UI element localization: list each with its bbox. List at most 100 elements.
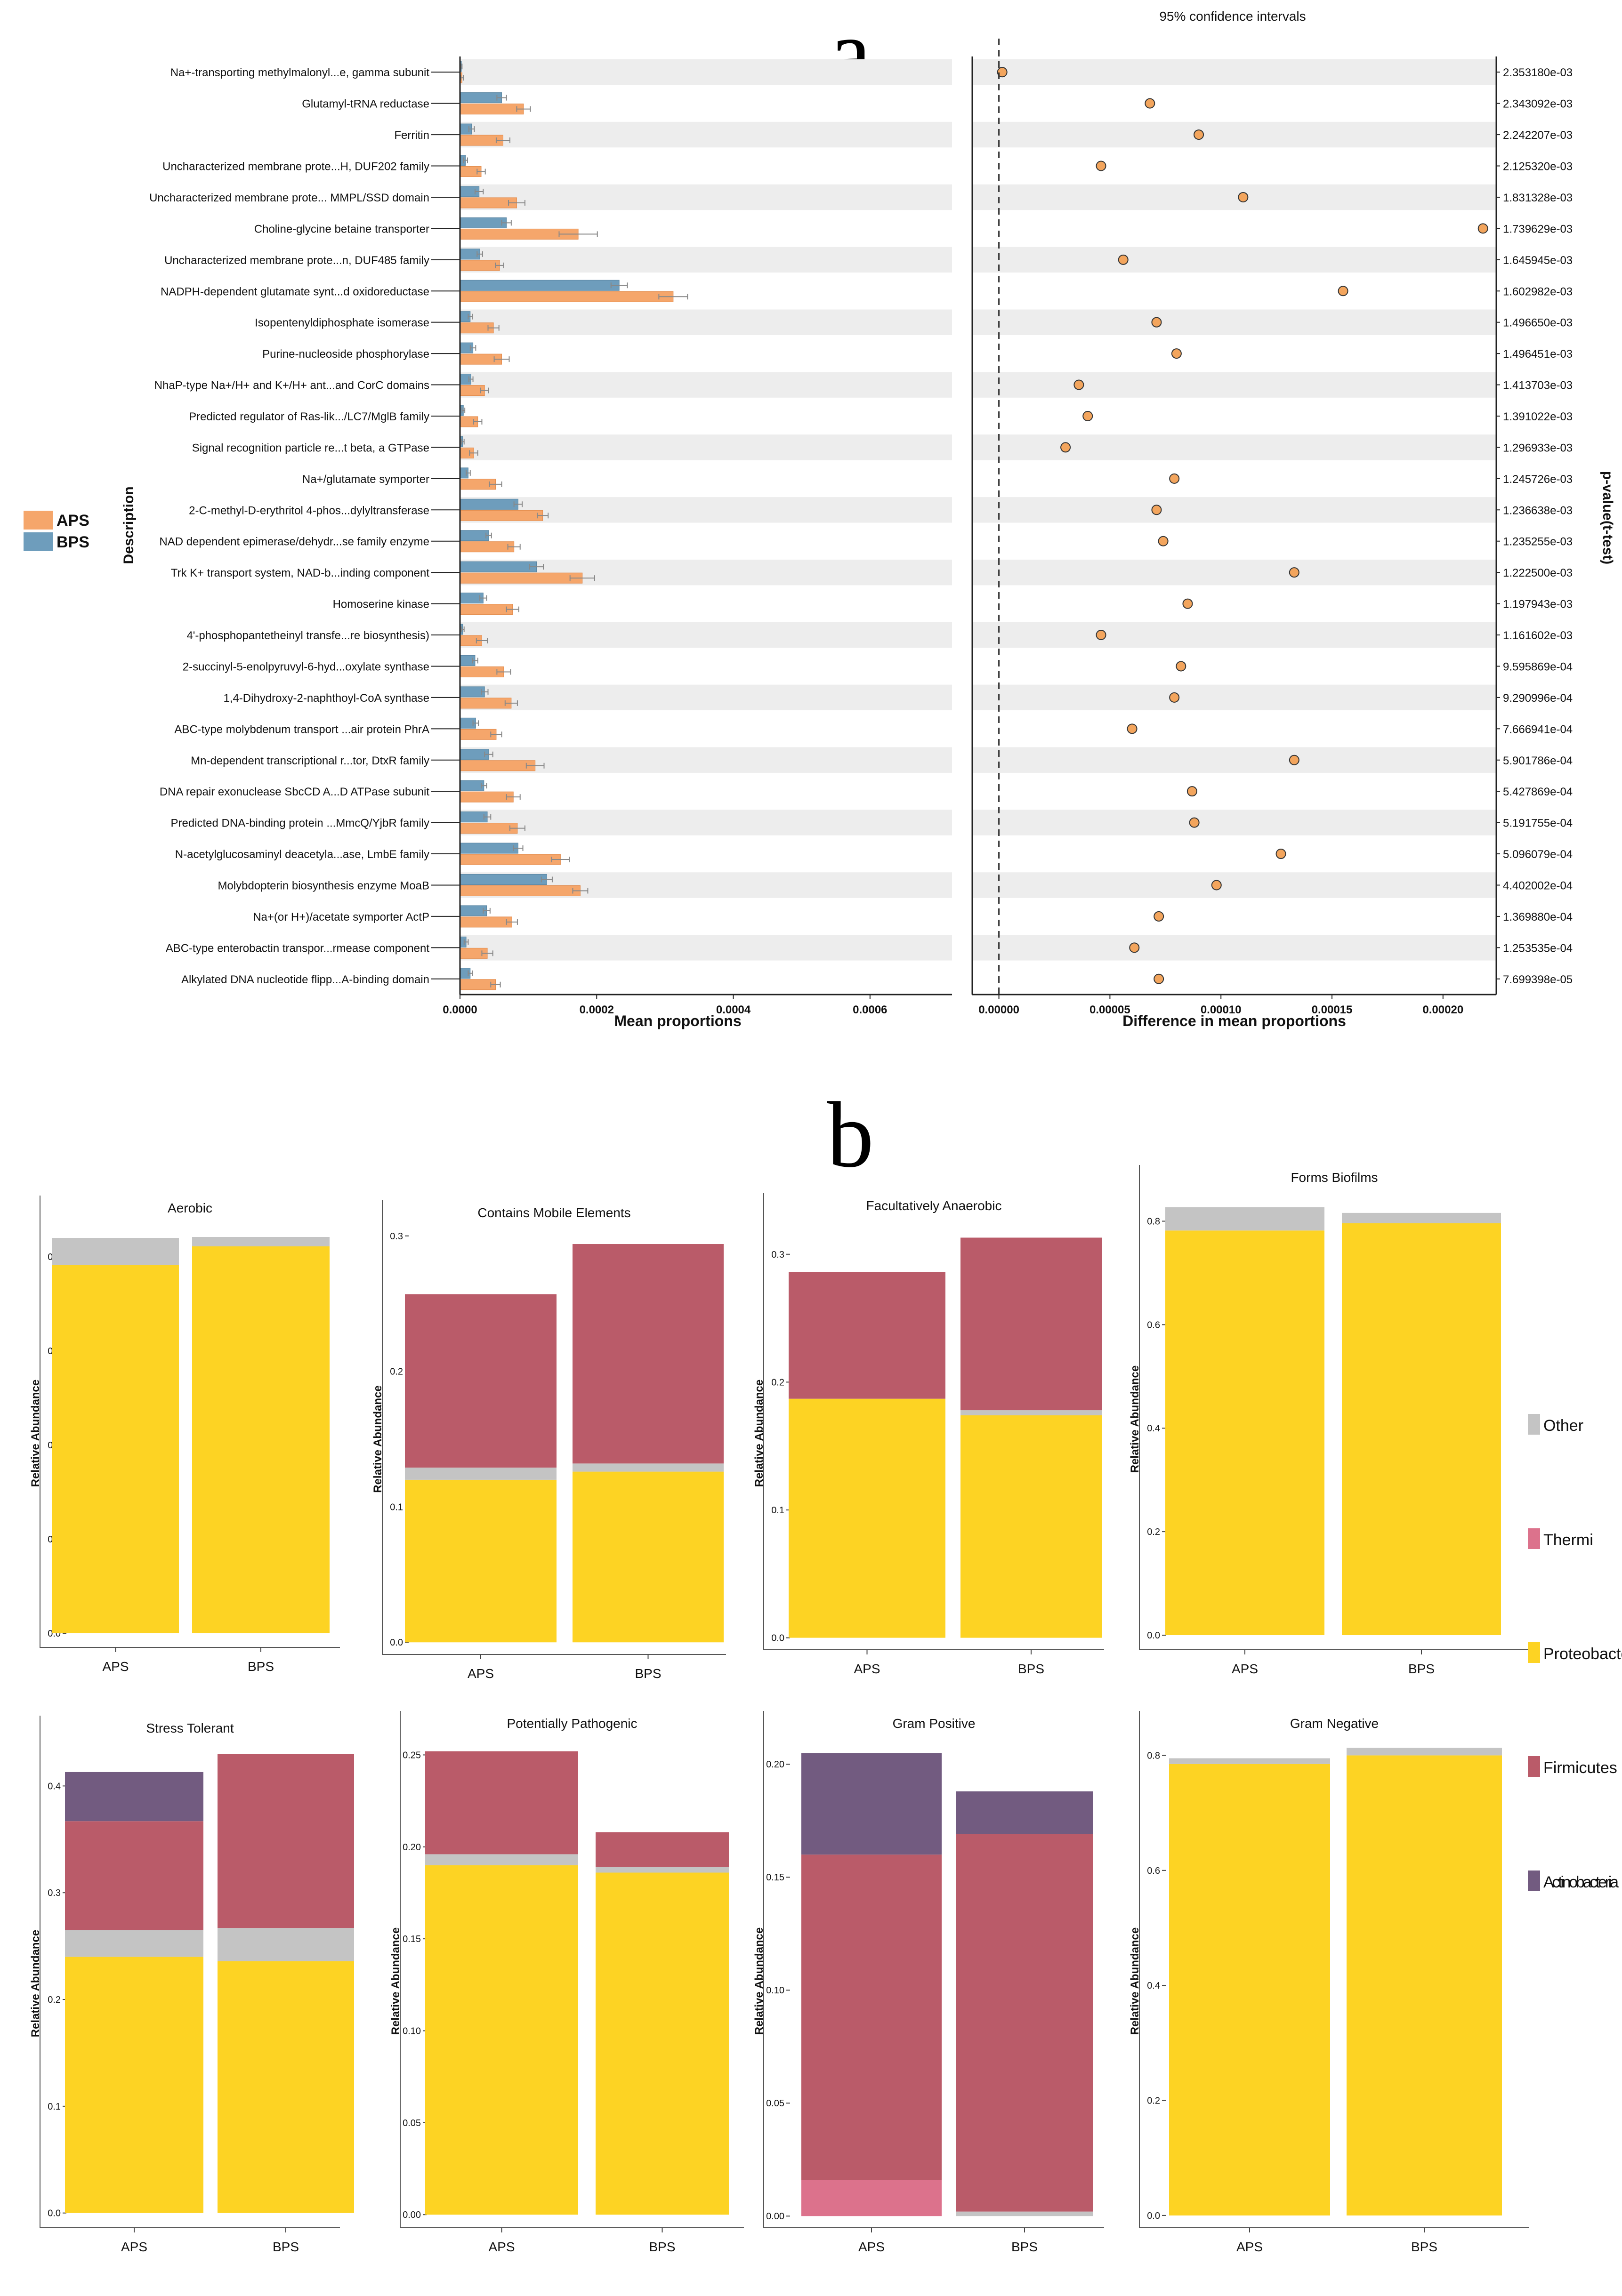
pvalue-label: 1.197943e-03 [1503,598,1573,611]
diff-point [1176,661,1186,672]
row-band [460,684,952,711]
y-tick-label: 0.05 [403,2118,421,2128]
x-tick-label: APS [468,1666,494,1681]
category-label: Uncharacterized membrane prote... MMPL/S… [149,192,429,204]
y-tick-label: 0.1 [390,1502,403,1512]
legend-label-thermi: Thermi [1543,1531,1593,1549]
row-band [972,372,1496,398]
pvalue-label: 9.290996e-04 [1503,692,1573,705]
y-tick-label: 0.15 [766,1872,784,1883]
row-band [972,497,1496,523]
pvalue-label: 1.739629e-03 [1503,223,1573,235]
pvalue-label: 1.161602e-03 [1503,629,1573,642]
row-band [460,747,952,773]
bar-aps [460,291,674,302]
bar-aps [460,541,515,553]
category-label: 1,4-Dihydroxy-2-naphthoyl-CoA synthase [223,692,429,705]
pvalue-label: 1.235255e-03 [1503,536,1573,548]
bar-bps [460,843,518,854]
diff-point [1182,598,1193,609]
stacked-segment-proteobacteria [405,1479,557,1643]
stacked-segment-proteobacteria [1169,1764,1330,2216]
diff-point [1073,379,1084,390]
y-tick-label: 0.2 [1147,2096,1160,2106]
legend-label-proteobacteria: Proteobacteria [1543,1645,1622,1663]
legend-label-other: Other [1543,1417,1583,1435]
diff-point [997,67,1008,78]
category-label: DNA repair exonuclease SbcCD A...D ATPas… [160,786,430,798]
category-label: 2-succinyl-5-enolpyruvyl-6-hyd...oxylate… [183,660,429,673]
x-tick-label: BPS [1411,2240,1437,2254]
stacked-segment-firmicutes [596,1832,729,1867]
diff-point [1151,505,1162,515]
stacked-segment-other [192,1237,330,1246]
stacked-segment-proteobacteria [1165,1230,1324,1636]
x-tick-label: BPS [273,2240,299,2254]
stacked-segment-firmicutes [956,1834,1093,2212]
category-label: 4'-phosphopantetheinyl transfe...re bios… [186,629,429,642]
stacked-segment-other [960,1410,1102,1415]
stacked-segment-proteobacteria [192,1246,330,1633]
pvalue-label: 1.245726e-03 [1503,473,1573,486]
diff-point [1169,473,1180,484]
bar-bps [460,498,518,510]
diff-point [1096,630,1106,641]
pvalue-label: 7.699398e-05 [1503,973,1573,986]
pvalue-label: 1.602982e-03 [1503,285,1573,298]
x-tick-label: 0.0006 [853,1003,887,1016]
stacked-segment-firmicutes [960,1237,1102,1411]
y-tick-label: 0.2 [390,1367,403,1377]
row-band [972,247,1496,273]
y-tick-label: 0.1 [48,2102,61,2112]
stacked-segment-proteobacteria [65,1957,203,2213]
y-tick-label: 0.4 [1147,1981,1160,1991]
bar-aps [460,916,512,928]
diff-point [1238,192,1249,202]
diff-point [1151,317,1162,328]
pvalue-label: 7.666941e-04 [1503,723,1573,736]
category-label: NhaP-type Na+/H+ and K+/H+ ant...and Cor… [154,379,429,392]
subchart-title: Aerobic [168,1201,212,1215]
bar-aps [460,760,536,771]
diff-point [1154,911,1164,922]
bar-bps [460,530,489,541]
y-tick-label: 0.10 [766,1985,784,1996]
row-band [972,935,1496,961]
ci-x-tick-label: 0.00020 [1422,1003,1463,1016]
category-label: ABC-type enterobactin transpor...rmease … [166,942,430,955]
diff-point [1477,223,1488,234]
stacked-segment-proteobacteria [789,1398,945,1638]
pvalue-label: 5.427869e-04 [1503,786,1573,798]
x-tick-label: BPS [1408,1662,1435,1676]
pvalue-label: 2.343092e-03 [1503,98,1573,111]
stacked-segment-other [596,1867,729,1873]
x-tick-label: APS [1236,2240,1263,2254]
legend-label-bps: BPS [56,533,89,551]
row-band [460,810,952,835]
bar-aps [460,260,500,271]
stacked-segment-proteobacteria [218,1961,354,2213]
bar-aps [460,104,524,115]
y-tick-label: 0.3 [771,1250,784,1260]
pvalue-label: 1.391022e-03 [1503,410,1573,423]
x-tick-label: BPS [1018,1662,1044,1676]
pvalue-label: 1.413703e-03 [1503,379,1573,392]
legend-swatch-aps [24,511,53,530]
row-band [460,121,952,148]
bar-aps [460,604,513,615]
ci-x-axis-title: Difference in mean proportions [1122,1012,1346,1029]
pvalue-label: 1.645945e-03 [1503,254,1573,267]
y-tick-label: 0.3 [390,1231,403,1242]
stacked-segment-proteobacteria [52,1265,179,1633]
row-band [972,121,1496,148]
y-tick-label: 0.2 [1147,1527,1160,1537]
row-band [972,559,1496,586]
category-label: Glutamyl-tRNA reductase [302,98,429,111]
stacked-segment-firmicutes [801,1854,942,2180]
pvalue-label: 1.496451e-03 [1503,348,1573,361]
y-tick-label: 0.0 [1147,1630,1160,1641]
y-axis-title: Relative Abundance [753,1380,766,1487]
diff-point [1158,536,1169,546]
pvalue-label: 5.191755e-04 [1503,817,1573,830]
x-tick-label: 0.0004 [716,1003,751,1016]
